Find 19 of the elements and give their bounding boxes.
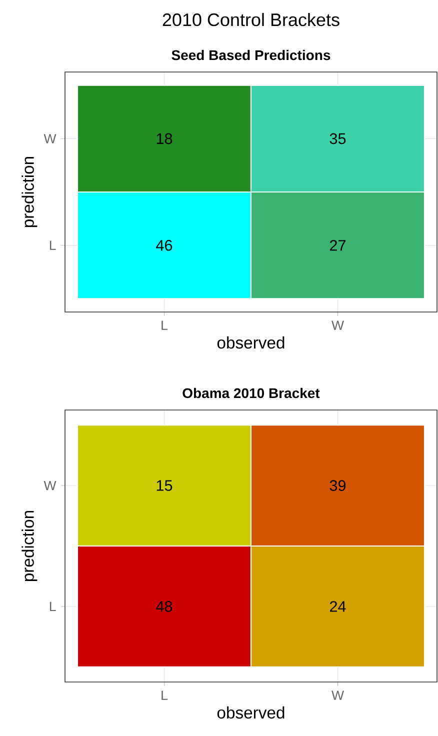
data-label: 18: [156, 133, 172, 144]
chart-title: 2010 Control Brackets: [162, 12, 340, 26]
data-label: 24: [330, 601, 346, 612]
data-label: 35: [330, 133, 346, 144]
data-label: 48: [156, 601, 172, 612]
y-axis-title: prediction: [22, 510, 38, 582]
x-axis-title: observed: [217, 706, 284, 719]
y-tick-label: L: [50, 602, 56, 612]
y-tick-label: W: [44, 134, 56, 144]
chart-subtitle: Obama 2010 Bracket: [182, 388, 320, 398]
data-label: 15: [156, 480, 172, 491]
y-tick-label: W: [44, 480, 56, 490]
data-label: 39: [330, 480, 346, 491]
y-axis-title: prediction: [22, 156, 38, 228]
data-label: 46: [156, 240, 172, 251]
x-axis-title: observed: [217, 336, 284, 349]
y-tick-label: L: [50, 240, 56, 250]
data-label: 27: [330, 240, 346, 251]
chart-subtitle: Seed Based Predictions: [172, 50, 330, 60]
